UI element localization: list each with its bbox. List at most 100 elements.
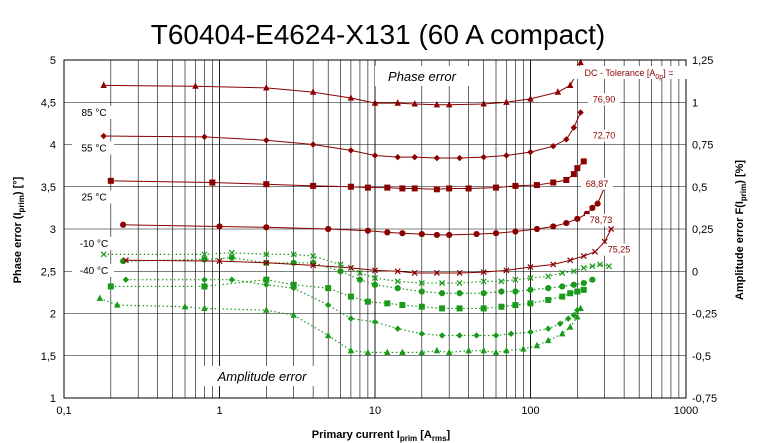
chart-title: T60404-E4624-X131 (60 A compact) xyxy=(151,19,606,50)
data-point-square xyxy=(290,281,297,288)
data-point-square xyxy=(527,300,534,307)
data-point-circle xyxy=(364,227,371,234)
data-point-cross xyxy=(371,267,379,274)
data-point-diamond xyxy=(228,276,236,283)
data-point-cross xyxy=(480,269,487,276)
data-point-triangle xyxy=(445,348,453,355)
data-point-triangle xyxy=(263,84,270,91)
phase-line xyxy=(103,112,582,159)
data-point-diamond xyxy=(545,325,552,332)
data-point-triangle xyxy=(503,346,510,354)
data-point-circle xyxy=(456,290,463,297)
series-phase-cross xyxy=(122,225,615,276)
data-point-triangle xyxy=(399,348,406,355)
data-point-circle xyxy=(512,288,519,295)
data-point-square xyxy=(399,302,406,309)
y-left-tick-label: 4 xyxy=(50,140,56,152)
y-left-tick-label: 3 xyxy=(50,224,56,236)
tolerance-value: 68,87 xyxy=(586,179,609,189)
data-point-circle xyxy=(399,230,406,237)
data-point-triangle xyxy=(394,99,401,106)
data-point-diamond xyxy=(371,152,379,159)
cross-stroke xyxy=(592,248,599,255)
cross-stroke xyxy=(122,257,129,264)
data-point-triangle xyxy=(290,311,297,318)
y-left-tick-label: 1 xyxy=(50,393,56,405)
y-right-tick-label: -0,25 xyxy=(692,309,717,321)
data-point-cross xyxy=(439,280,446,287)
data-point-circle xyxy=(550,223,557,230)
y-left-tick-label: 5 xyxy=(50,55,56,67)
tolerance-value: 76,90 xyxy=(593,94,616,104)
data-point-circle xyxy=(589,204,596,211)
series-phase-square xyxy=(107,158,587,193)
data-point-square xyxy=(574,165,581,172)
data-point-square xyxy=(570,171,577,178)
data-point-triangle xyxy=(533,341,541,349)
data-point-triangle xyxy=(192,82,199,89)
data-point-square xyxy=(533,182,540,189)
data-point-cross xyxy=(337,261,344,268)
x-tick-label: 10 xyxy=(369,405,381,417)
data-point-diamond xyxy=(456,332,463,339)
cross-stroke xyxy=(228,249,235,256)
cross-stroke xyxy=(597,261,604,268)
data-point-square xyxy=(545,296,552,303)
cross-stroke xyxy=(356,269,363,276)
y-right-tick-label: 0 xyxy=(692,266,698,278)
cross-stroke xyxy=(498,278,505,285)
cross-stroke xyxy=(394,278,401,285)
data-point-cross xyxy=(570,268,577,275)
plot-area xyxy=(63,59,687,399)
series-phase-diamond xyxy=(100,109,584,162)
data-point-circle xyxy=(418,230,425,238)
data-point-cross xyxy=(550,261,557,268)
data-point-diamond xyxy=(577,109,584,116)
data-point-cross xyxy=(100,251,107,258)
cross-stroke xyxy=(567,257,574,264)
data-point-cross xyxy=(512,276,519,283)
data-point-circle xyxy=(438,290,446,297)
data-point-circle xyxy=(228,254,235,261)
data-point-cross xyxy=(356,269,363,276)
data-point-triangle xyxy=(114,301,121,308)
temperature-label-bg xyxy=(72,105,114,119)
data-point-triangle xyxy=(577,58,584,66)
data-point-circle xyxy=(473,230,480,238)
x-tick-label: 0,1 xyxy=(56,405,71,417)
data-point-square xyxy=(384,184,391,191)
series-amplitude-cross xyxy=(100,249,613,287)
data-point-square xyxy=(512,182,519,189)
amplitude-line xyxy=(123,257,593,294)
data-point-square xyxy=(201,283,208,290)
data-point-triangle xyxy=(574,313,581,320)
data-point-triangle xyxy=(347,94,355,101)
data-point-cross xyxy=(580,253,587,260)
data-point-square xyxy=(559,293,566,300)
data-point-square xyxy=(107,283,114,290)
temperature-label-bg xyxy=(72,190,114,204)
data-point-square xyxy=(456,305,463,312)
data-point-square xyxy=(493,184,500,191)
tolerance-value: 78,73 xyxy=(590,215,613,225)
data-point-triangle xyxy=(520,345,527,352)
data-point-triangle xyxy=(465,346,472,354)
data-point-square xyxy=(107,177,114,184)
tolerance-value-bg xyxy=(603,243,635,256)
data-point-diamond xyxy=(309,141,317,148)
x-tick-label: 100 xyxy=(521,405,539,417)
data-point-square xyxy=(418,303,425,310)
cross-stroke xyxy=(608,225,615,233)
data-point-square xyxy=(567,290,574,297)
data-point-diamond xyxy=(347,147,355,154)
cross-stroke xyxy=(394,268,401,275)
amplitude-error-label: Amplitude error xyxy=(217,369,308,384)
data-point-circle xyxy=(570,281,577,288)
tolerance-value-bg xyxy=(588,129,620,142)
data-point-square xyxy=(563,176,570,183)
data-point-circle xyxy=(384,229,391,236)
data-point-diamond xyxy=(570,124,578,131)
y-right-tick-label: -0,75 xyxy=(692,393,717,405)
series-phase-circle xyxy=(120,183,608,239)
